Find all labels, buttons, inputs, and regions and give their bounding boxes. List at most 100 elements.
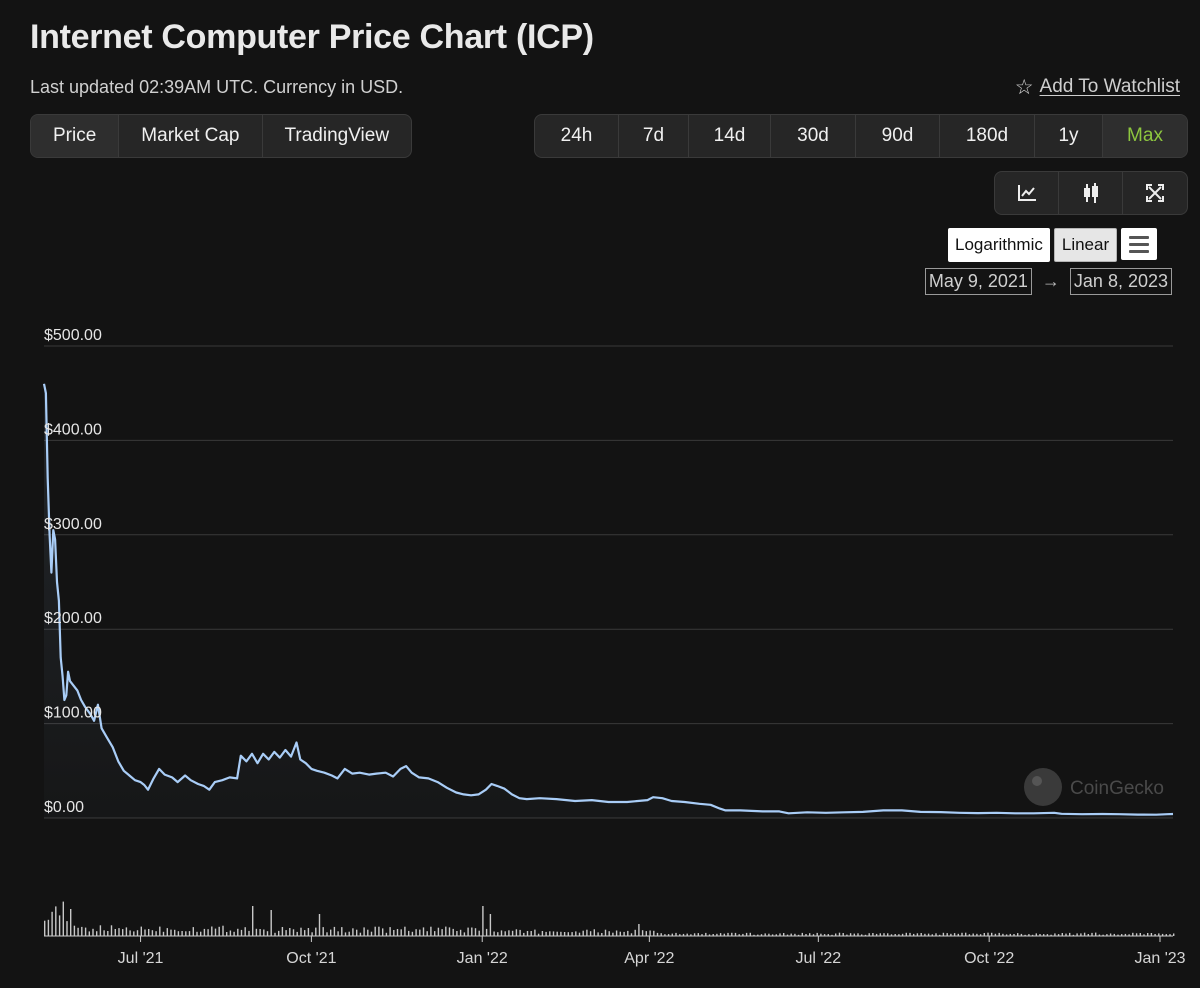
range-24h-button[interactable]: 24h [535,115,619,157]
candlestick-button[interactable] [1059,172,1123,214]
volume-bar [991,932,993,936]
volume-bar [671,933,673,936]
volume-bar [44,920,46,936]
volume-bar [122,929,124,936]
line-chart-button[interactable] [995,172,1059,214]
volume-bar [133,931,135,936]
add-to-watchlist-link[interactable]: ☆ Add To Watchlist [1015,76,1180,98]
volume-bar [248,930,250,936]
x-tick-label: Jan '23 [1134,950,1185,967]
volume-bar [1169,934,1171,936]
volume-bar [745,932,748,936]
hamburger-menu-icon[interactable] [1121,228,1158,260]
volume-bar [367,929,369,936]
volume-bar [240,929,243,936]
volume-bar [530,931,532,936]
coingecko-watermark: CoinGecko [1024,768,1164,806]
volume-bar [757,934,759,936]
volume-bar [842,933,844,936]
volume-bar [203,928,206,936]
volume-bar [927,933,930,936]
volume-bar [1165,934,1167,936]
fullscreen-icon [1146,184,1164,202]
volume-bar [333,926,336,936]
volume-bar [957,933,959,936]
volume-bar [623,931,625,936]
fullscreen-button[interactable] [1123,172,1187,214]
last-updated-text: Last updated 02:39AM UTC. Currency in US… [30,77,404,97]
volume-bar [434,931,436,936]
volume-bar [545,931,547,936]
volume-bar [489,914,492,936]
volume-bar [151,930,154,936]
volume-bar [382,928,384,936]
volume-bar [909,932,911,936]
volume-bar [823,934,826,936]
date-from-input[interactable]: May 9, 2021 [924,268,1032,295]
volume-bar [292,929,295,936]
volume-bar [252,906,254,936]
volume-bar [1173,933,1175,936]
range-30d-button[interactable]: 30d [771,115,856,157]
volume-bar [994,933,997,936]
volume-bar [1054,933,1056,936]
volume-bar [356,929,358,936]
volume-bar [396,929,399,936]
volume-bar [125,927,128,936]
volume-bar [452,928,454,936]
volume-bar [835,933,837,936]
volume-bar [1158,933,1160,936]
volume-bar [638,924,640,936]
volume-bar [582,930,584,936]
volume-bar [1013,934,1015,936]
volume-bar [601,933,603,936]
volume-bar [1098,934,1101,936]
volume-bar [270,910,272,936]
tab-tradingview[interactable]: TradingView [284,125,390,146]
page-title: Internet Computer Price Chart (ICP) [30,18,594,56]
volume-bar [259,929,261,936]
volume-bar [70,909,72,936]
volume-bar [214,928,217,936]
logarithmic-button[interactable]: Logarithmic [948,228,1050,262]
tab-market-cap[interactable]: Market Cap [119,115,263,157]
volume-bar [192,927,194,936]
date-range-selector: May 9, 2021 → Jan 8, 2023 [924,268,1172,295]
volume-bar [378,926,380,936]
volume-bar [363,927,365,936]
volume-bar [890,934,893,936]
volume-bar [493,931,495,936]
x-tick-label: Jan '22 [457,950,508,967]
linear-button[interactable]: Linear [1053,228,1118,262]
volume-bar [285,930,287,936]
volume-bar [1002,933,1004,936]
volume-bar [608,931,610,936]
volume-bar [1046,934,1049,936]
range-90d-button[interactable]: 90d [856,115,940,157]
range-1y-button[interactable]: 1y [1035,115,1103,157]
date-to-input[interactable]: Jan 8, 2023 [1069,268,1172,295]
volume-bar [649,930,651,936]
volume-bar [679,934,681,936]
volume-bar [887,933,889,936]
x-axis: Jul '21 Oct '21 Jan '22 Apr '22 Jul '22 Oct '… [44,935,1186,967]
volume-bar [174,929,176,936]
volume-bar [935,933,937,936]
volume-bar [946,933,948,936]
tab-price[interactable]: Price [31,115,120,157]
volume-bar [359,932,362,936]
volume-bar [344,932,347,936]
volume-bar [556,931,558,936]
range-14d-button[interactable]: 14d [689,115,771,157]
range-max-button[interactable]: Max [1103,115,1187,157]
volume-bar [129,930,131,936]
coingecko-logo-icon [1024,768,1062,806]
range-180d-button[interactable]: 180d [940,115,1035,157]
volume-bar [1128,934,1130,936]
volume-bar [731,932,733,936]
volume-bar [734,932,737,936]
volume-bar [66,921,68,936]
volume-bar [901,933,904,936]
range-7d-button[interactable]: 7d [619,115,689,157]
